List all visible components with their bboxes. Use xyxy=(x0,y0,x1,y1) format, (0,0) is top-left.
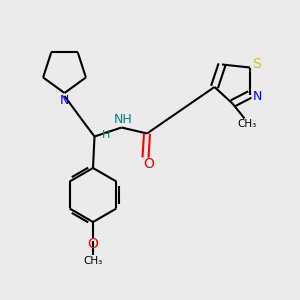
Text: N: N xyxy=(60,94,69,107)
Text: CH₃: CH₃ xyxy=(237,119,256,129)
Text: N: N xyxy=(253,89,262,103)
Text: O: O xyxy=(88,237,98,250)
Text: O: O xyxy=(143,157,154,171)
Text: NH: NH xyxy=(114,113,133,127)
Text: H: H xyxy=(102,130,111,140)
Text: CH₃: CH₃ xyxy=(83,256,103,266)
Text: S: S xyxy=(252,58,261,71)
